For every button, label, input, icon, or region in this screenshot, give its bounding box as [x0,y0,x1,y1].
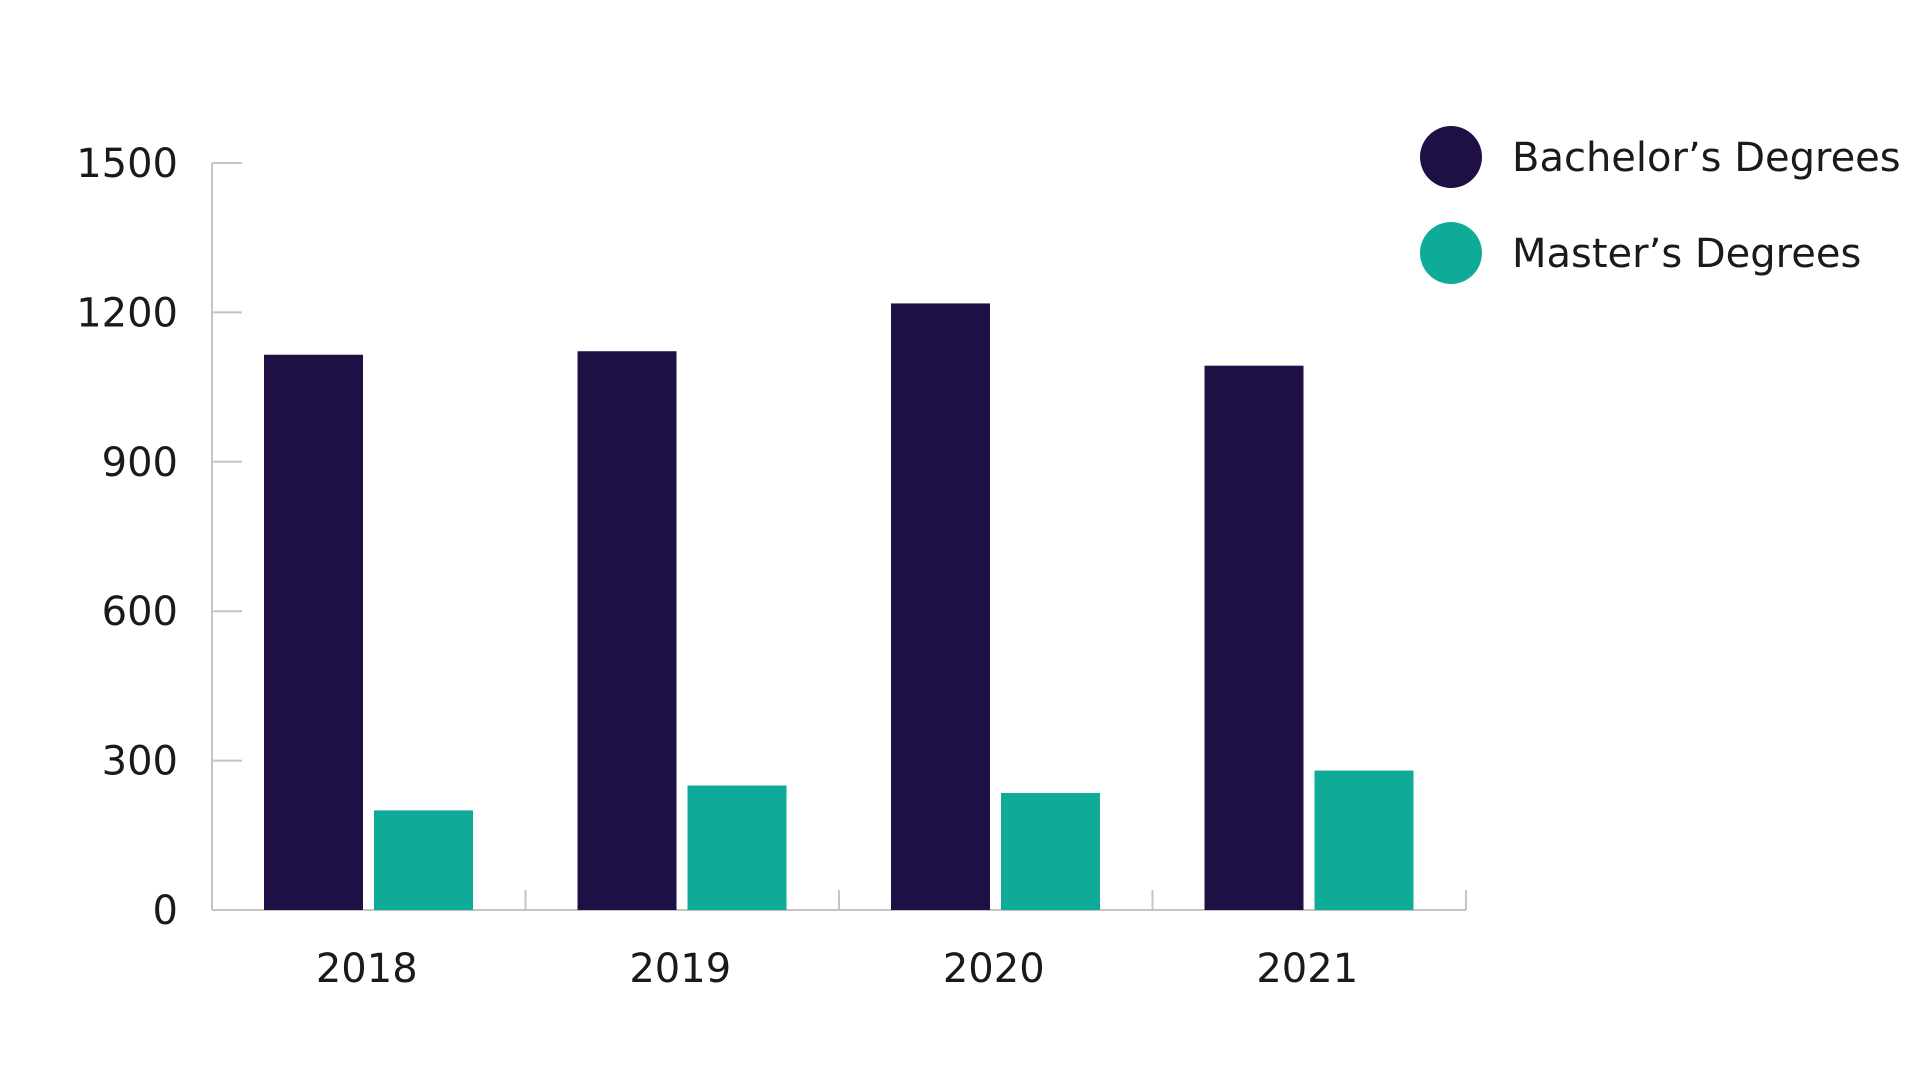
bar-bachelors-2020 [891,303,990,910]
y-tick-label: 1200 [76,290,178,336]
y-tick-label: 1500 [76,141,178,187]
y-tick-label: 300 [102,739,178,785]
bar-bachelors-2018 [264,354,363,911]
bar-masters-2018 [374,810,473,910]
legend-label: Master’s Degrees [1512,231,1861,277]
bar-bachelors-2021 [1204,365,1304,910]
x-tick-label: 2021 [1256,946,1358,992]
bar-bachelors-2019 [577,351,677,910]
x-tick-label: 2020 [943,946,1045,992]
bar-masters-2021 [1314,770,1414,910]
legend-label: Bachelor’s Degrees [1512,135,1901,181]
y-axis: 0 300 600 900 1200 1500 [76,141,242,934]
y-tick-label: 900 [102,440,178,486]
bars [264,303,1414,911]
x-tick-label: 2018 [316,946,418,992]
legend-marker-bachelors [1420,126,1482,188]
x-tick-label: 2019 [629,946,731,992]
x-axis: 2018 2019 2020 2021 [212,890,1467,992]
y-tick-label: 600 [102,589,178,635]
legend-marker-masters [1420,222,1482,284]
y-tick-label: 0 [153,888,178,934]
bar-masters-2020 [1001,792,1100,910]
legend: Bachelor’s Degrees Master’s Degrees [1420,126,1901,284]
bar-masters-2019 [687,785,787,910]
